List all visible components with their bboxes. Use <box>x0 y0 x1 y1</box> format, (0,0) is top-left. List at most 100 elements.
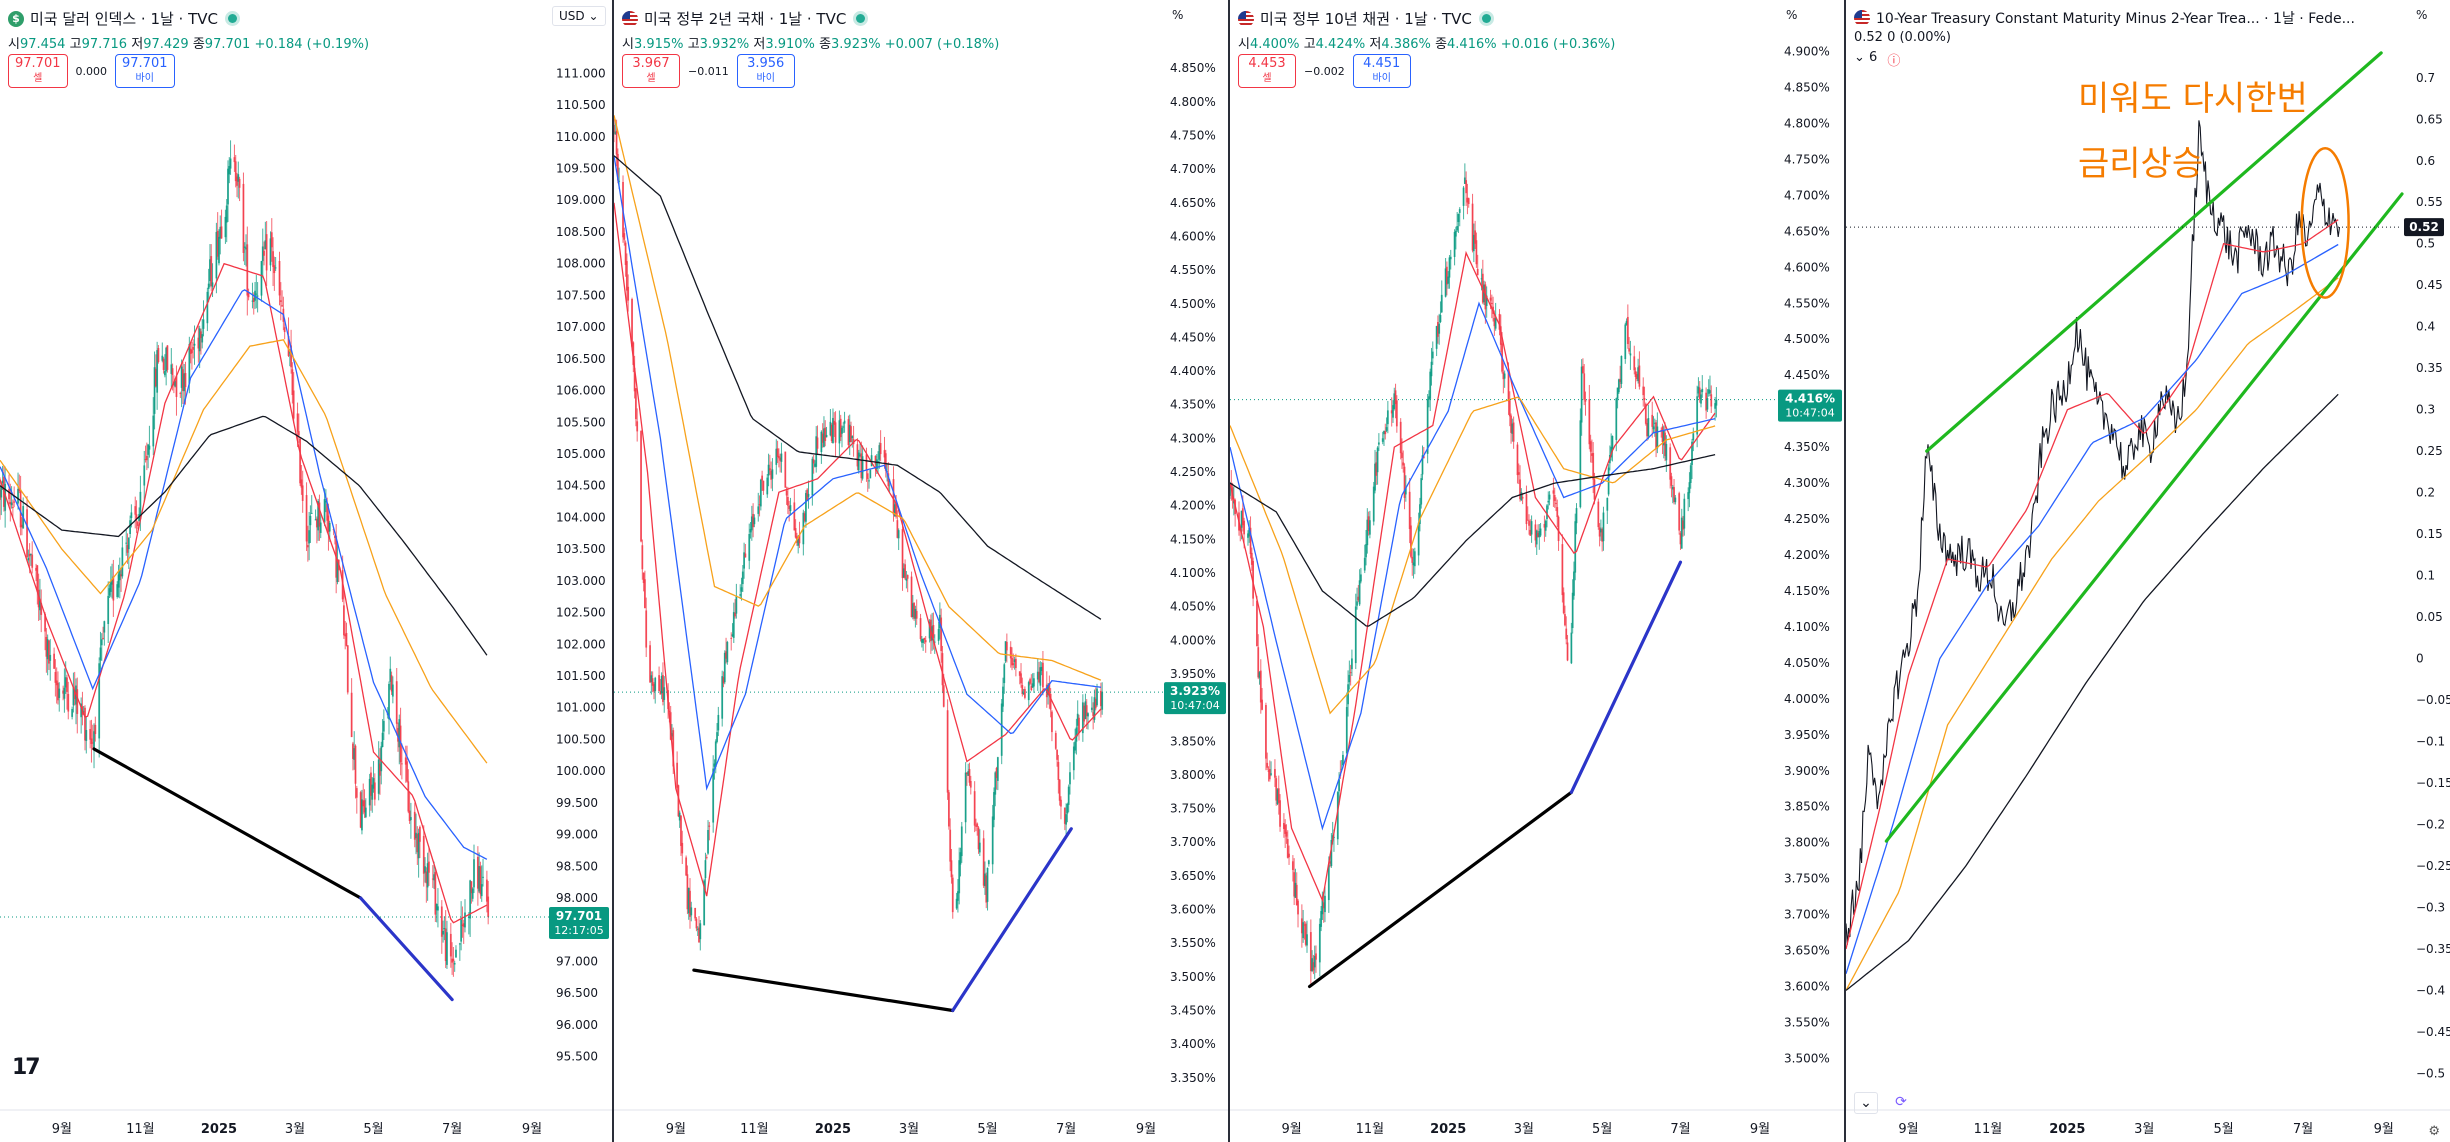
symbol-header[interactable]: 미국 정부 10년 채권 · 1날 · TVC <box>1238 8 1491 29</box>
candle-body <box>640 431 642 542</box>
candle-body <box>1383 430 1385 435</box>
candle-body <box>892 479 895 515</box>
candle-body <box>1571 592 1574 629</box>
buy-button[interactable]: 3.956 바이 <box>736 54 795 88</box>
y-tick-label: 4.050% <box>1170 600 1216 614</box>
candle-body <box>111 579 113 585</box>
x-tick-label: 5월 <box>1592 1122 1612 1137</box>
candle-body <box>744 553 747 558</box>
candle-body <box>663 687 666 700</box>
y-tick-label: 103.000 <box>556 574 606 588</box>
candle-body <box>658 675 660 692</box>
candle-body <box>1598 527 1601 537</box>
candle-body <box>1610 446 1613 458</box>
candle-body <box>741 571 744 585</box>
unit-label[interactable]: % <box>2416 8 2428 22</box>
candle-body <box>103 621 106 633</box>
candle-body <box>1444 268 1447 297</box>
y-tick-label: 96.500 <box>556 986 598 1000</box>
x-tick-label: 7월 <box>1056 1122 1076 1137</box>
candle-body <box>148 445 151 450</box>
candle-body <box>1401 452 1403 458</box>
candle-body <box>777 455 780 459</box>
candle-body <box>1688 482 1691 494</box>
candle-body <box>30 553 32 555</box>
us10y-chart-canvas[interactable]: 9월 11월 2025 3월 5월 7월 9월 3.500% 3.550% 3.600% 3.650… <box>1230 0 1844 1142</box>
collapse-toggle[interactable]: ⌄ 6 <box>1854 50 1878 65</box>
candle-body <box>924 640 927 643</box>
candle-body <box>1544 520 1547 531</box>
sell-button[interactable]: 3.967 셀 <box>622 54 680 88</box>
candle-body <box>1466 197 1469 203</box>
candle-body <box>180 366 183 388</box>
gear-icon[interactable]: ⚙ <box>2428 1124 2440 1139</box>
candle-body <box>841 427 843 434</box>
candle-body <box>842 426 845 428</box>
candle-body <box>1454 230 1457 237</box>
symbol-header[interactable]: $ 미국 달러 인덱스 · 1날 · TVC <box>8 8 237 29</box>
candle-body <box>1714 403 1717 409</box>
currency-select[interactable]: USD ⌄ <box>552 6 606 26</box>
candle-body <box>1510 415 1512 433</box>
warning-icon[interactable]: ⓘ <box>1887 54 1901 69</box>
candle-body <box>1256 600 1258 647</box>
symbol-header[interactable]: 미국 정부 2년 국채 · 1날 · TVC <box>622 8 866 29</box>
dxy-chart-canvas[interactable]: 9월 11월 2025 3월 5월 7월 9월 95.500 96.000 96.500 97.00… <box>0 0 612 1142</box>
candle-body <box>1652 426 1655 430</box>
buy-button[interactable]: 4.451 바이 <box>1352 54 1411 88</box>
y-tick-label: 3.700% <box>1784 908 1830 922</box>
candle-body <box>893 504 896 517</box>
sell-button[interactable]: 4.453 셀 <box>1238 54 1296 88</box>
candle-body <box>1644 403 1647 424</box>
candle-body <box>452 958 455 962</box>
candle-body <box>8 489 10 500</box>
candle-body <box>708 825 711 827</box>
candle-body <box>99 647 102 661</box>
candle-body <box>1661 426 1664 443</box>
candle-body <box>946 710 949 793</box>
us02y-chart-canvas[interactable]: 9월 11월 2025 3월 5월 7월 9월 3.350% 3.400% 3.450% 3.500… <box>614 0 1228 1142</box>
y-tick-label: 3.950% <box>1170 667 1216 681</box>
candle-body <box>1288 853 1290 858</box>
candle-body <box>127 537 130 550</box>
candle-body <box>614 131 617 135</box>
unit-label[interactable]: % <box>1172 8 1184 22</box>
candle-body <box>1467 198 1470 205</box>
refresh-icon[interactable]: ⟳ <box>1895 1094 1907 1110</box>
candle-body <box>1620 356 1623 384</box>
candle-body <box>803 513 806 521</box>
candle-body <box>1707 389 1710 394</box>
x-tick-label: 7월 <box>2293 1122 2313 1137</box>
candle-body <box>270 232 273 248</box>
candle-body <box>184 372 187 388</box>
trend-line <box>1925 51 2383 453</box>
tradingview-logo-icon[interactable]: 17 <box>12 1055 41 1080</box>
candle-body <box>1642 386 1645 396</box>
chevron-down-icon[interactable]: ⌄ <box>1854 1092 1878 1114</box>
candle-body <box>923 637 926 640</box>
candle-body <box>1517 472 1520 475</box>
t10y2y-chart-canvas[interactable]: 9월 11월 2025 3월 5월 7월 9월 −0.5 −0.45 −0.4 −0.35 −0.3 −… <box>1846 0 2450 1142</box>
x-tick-label: 5월 <box>363 1122 383 1137</box>
spread-line <box>1846 120 2341 945</box>
candle-body <box>73 690 76 700</box>
candle-body <box>179 392 182 394</box>
candle-body <box>915 610 918 619</box>
symbol-header[interactable]: 10-Year Treasury Constant Maturity Minus… <box>1854 8 2355 28</box>
candle-body <box>37 589 40 608</box>
candle-body <box>1393 393 1396 409</box>
candle-body <box>920 639 923 643</box>
market-open-icon <box>228 14 237 23</box>
candle-body <box>723 652 726 683</box>
candle-body <box>750 516 753 531</box>
buy-button[interactable]: 97.701 바이 <box>115 54 175 88</box>
candle-body <box>645 610 648 648</box>
candle-body <box>1573 571 1575 596</box>
y-tick-label: 3.450% <box>1170 1004 1216 1018</box>
unit-label[interactable]: % <box>1786 8 1798 22</box>
sell-button[interactable]: 97.701 셀 <box>8 54 68 88</box>
candle-body <box>1413 551 1416 567</box>
candle-body <box>236 176 238 186</box>
ohlc-line: 시3.915% 고3.932% 저3.910% 종3.923% +0.007 (… <box>622 37 1000 52</box>
candle-body <box>1507 372 1510 402</box>
